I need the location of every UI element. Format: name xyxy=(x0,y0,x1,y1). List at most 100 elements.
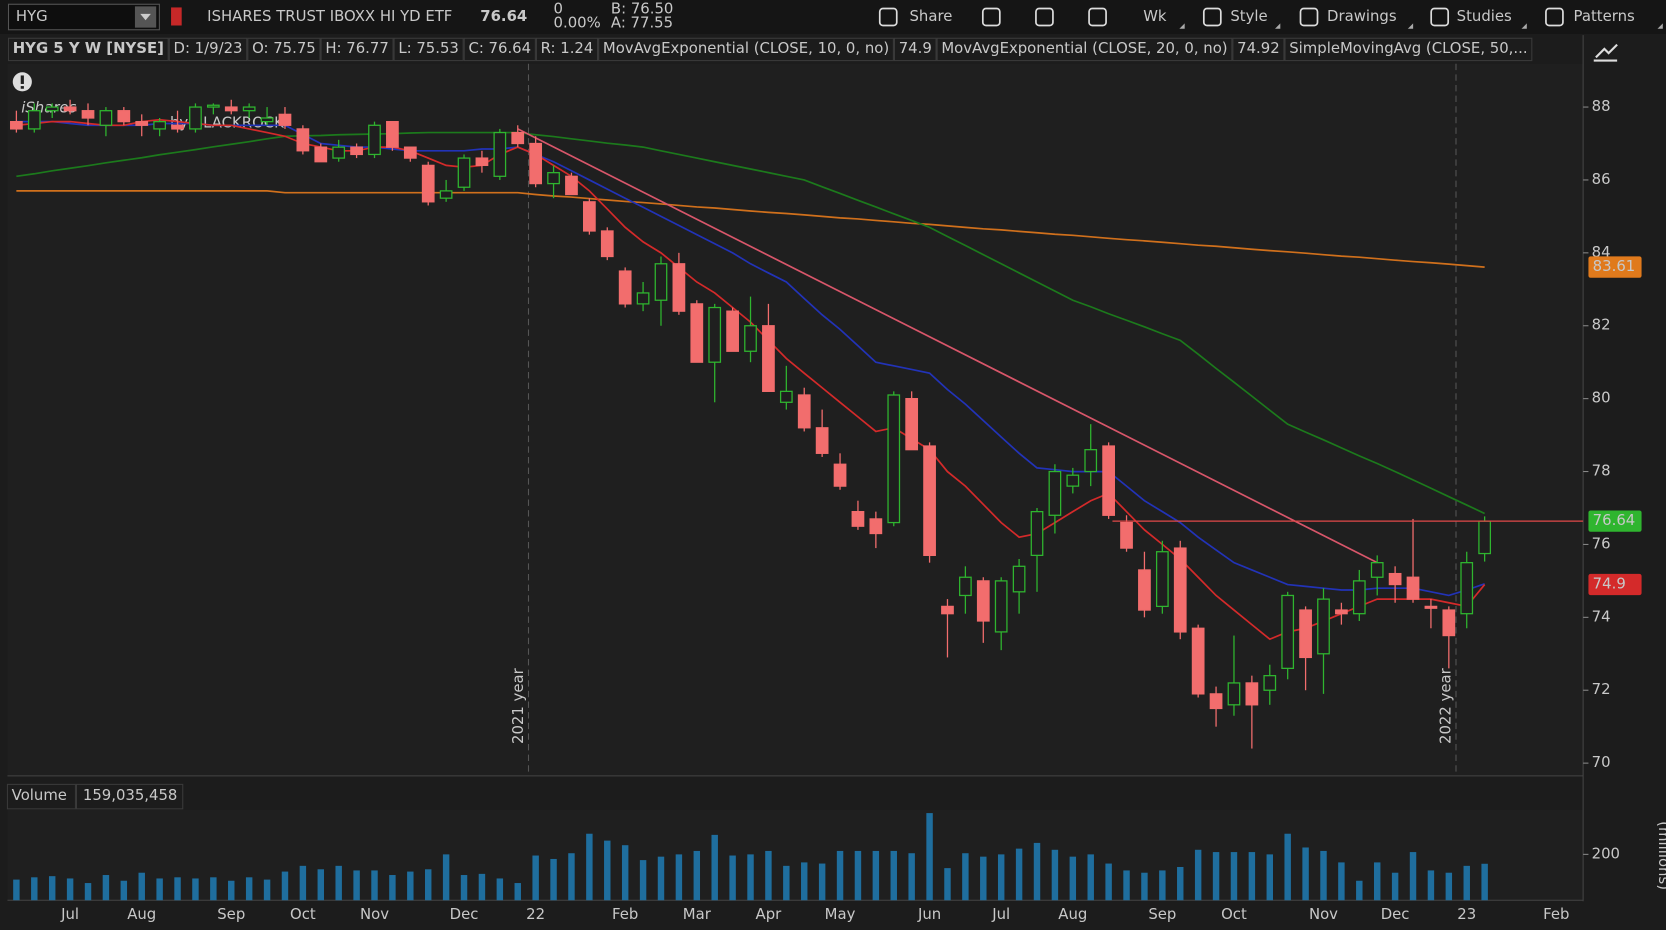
info-field: SimpleMovingAvg (CLOSE, 50,... xyxy=(1289,39,1527,57)
volume-bar xyxy=(1033,842,1041,901)
candle-body xyxy=(403,146,417,159)
moving-average-line xyxy=(16,131,1485,515)
volume-bar xyxy=(1409,852,1417,901)
volume-bar xyxy=(407,871,414,901)
candle-body xyxy=(135,120,149,126)
toolbar-button[interactable]: Share xyxy=(909,7,952,25)
y-axis-label: (millions) xyxy=(1655,821,1666,890)
info-field: D: 1/9/23 xyxy=(174,39,243,57)
volume-bar xyxy=(228,880,235,901)
volume-bar xyxy=(872,850,880,901)
y-tick-label: 82 xyxy=(1592,316,1611,334)
volume-last: 159,035,458 xyxy=(83,786,178,804)
candle-body xyxy=(600,230,614,258)
symbol[interactable]: HYG xyxy=(16,7,48,25)
info-field: H: 76.77 xyxy=(325,39,388,57)
volume-bar xyxy=(31,877,38,901)
moving-average-line xyxy=(16,190,1485,268)
gear-icon[interactable] xyxy=(1088,7,1107,27)
candle-body xyxy=(1478,520,1492,555)
symbol-input[interactable] xyxy=(7,3,160,31)
price-panel xyxy=(7,63,1584,776)
volume-bar xyxy=(1051,849,1059,901)
description: ISHARES TRUST IBOXX HI YD ETF xyxy=(207,7,452,25)
toolbar-button[interactable]: Patterns xyxy=(1574,7,1635,25)
menu-corner xyxy=(1521,23,1527,29)
style-icon[interactable] xyxy=(1202,7,1222,27)
x-tick-label: Nov xyxy=(1309,905,1338,923)
info-field: HYG 5 Y W [NYSE] xyxy=(13,39,164,57)
volume-bar xyxy=(156,878,163,901)
toolbar-button[interactable]: Studies xyxy=(1457,7,1512,25)
candle-body xyxy=(1102,445,1115,516)
share-icon[interactable] xyxy=(878,7,898,27)
x-tick-label: Aug xyxy=(1058,905,1087,923)
volume-bar xyxy=(1105,863,1112,901)
info-box xyxy=(320,37,394,62)
year-marker-label: 2022 year xyxy=(1436,667,1454,744)
candle-body xyxy=(10,120,23,130)
x-tick-label: Oct xyxy=(1221,905,1247,923)
volume-bar xyxy=(765,850,772,901)
flask-icon[interactable] xyxy=(1035,7,1054,27)
candle-body xyxy=(350,146,363,156)
menu-corner xyxy=(1407,23,1414,29)
candle-body xyxy=(332,146,346,159)
candle-body xyxy=(1317,598,1330,655)
candle-body xyxy=(708,306,722,363)
x-tick-label: Nov xyxy=(360,905,389,923)
toolbar-button[interactable]: Drawings xyxy=(1327,7,1397,25)
volume-bar xyxy=(1087,854,1094,901)
x-tick-label: Aug xyxy=(127,905,156,923)
volume-bar xyxy=(210,877,217,901)
y-tick-label: 74 xyxy=(1592,607,1611,625)
info-box xyxy=(168,37,248,62)
price-label: 76.64 xyxy=(1593,511,1636,529)
volume-bar xyxy=(586,833,593,901)
volume-bar xyxy=(424,869,432,901)
candle-body xyxy=(27,110,41,130)
x-tick-label: Mar xyxy=(683,905,712,923)
layout-icon[interactable] xyxy=(981,7,1001,27)
toolbar-button[interactable]: Wk xyxy=(1143,7,1167,25)
info-icon-mark xyxy=(20,75,24,84)
volume-bar xyxy=(1445,872,1453,901)
patterns-icon[interactable] xyxy=(1545,7,1564,27)
studies-icon[interactable] xyxy=(1430,7,1450,27)
price-label-box xyxy=(1588,510,1642,532)
toolbar-button[interactable]: Style xyxy=(1230,7,1267,25)
x-tick-label: Feb xyxy=(612,905,638,923)
x-tick-label: Apr xyxy=(756,905,783,923)
candle-body xyxy=(672,263,686,312)
candle-body xyxy=(583,201,596,232)
volume-bar xyxy=(48,876,56,901)
candle-body xyxy=(1460,562,1474,615)
cursor-icon[interactable] xyxy=(1299,7,1319,27)
candle-body xyxy=(1406,576,1420,600)
price-label: 83.61 xyxy=(1593,257,1636,275)
chart-settings-icon[interactable] xyxy=(1593,43,1618,62)
x-tick-label: Feb xyxy=(1543,905,1569,923)
candle-body xyxy=(117,110,131,123)
volume-bar xyxy=(532,855,539,901)
candle-body xyxy=(905,398,919,451)
candle-body xyxy=(1442,609,1456,637)
info-field: 74.92 xyxy=(1237,39,1280,57)
volume-header-box xyxy=(6,783,76,810)
volume-bar xyxy=(1177,866,1184,901)
volume-bar xyxy=(1194,849,1202,901)
volume-bar xyxy=(818,863,826,901)
candle-body xyxy=(260,117,274,123)
candle-body xyxy=(368,124,381,156)
volume-bar xyxy=(1141,872,1148,901)
change-pct: 0.00% xyxy=(554,13,601,31)
candle-body xyxy=(851,510,865,527)
volume-bar xyxy=(66,878,74,901)
volume-bar xyxy=(353,870,360,901)
volume-bar xyxy=(1481,863,1488,901)
candle-body xyxy=(1120,521,1133,549)
volume-bar xyxy=(389,875,396,901)
info-box xyxy=(1284,37,1533,62)
candle-body xyxy=(206,104,220,108)
